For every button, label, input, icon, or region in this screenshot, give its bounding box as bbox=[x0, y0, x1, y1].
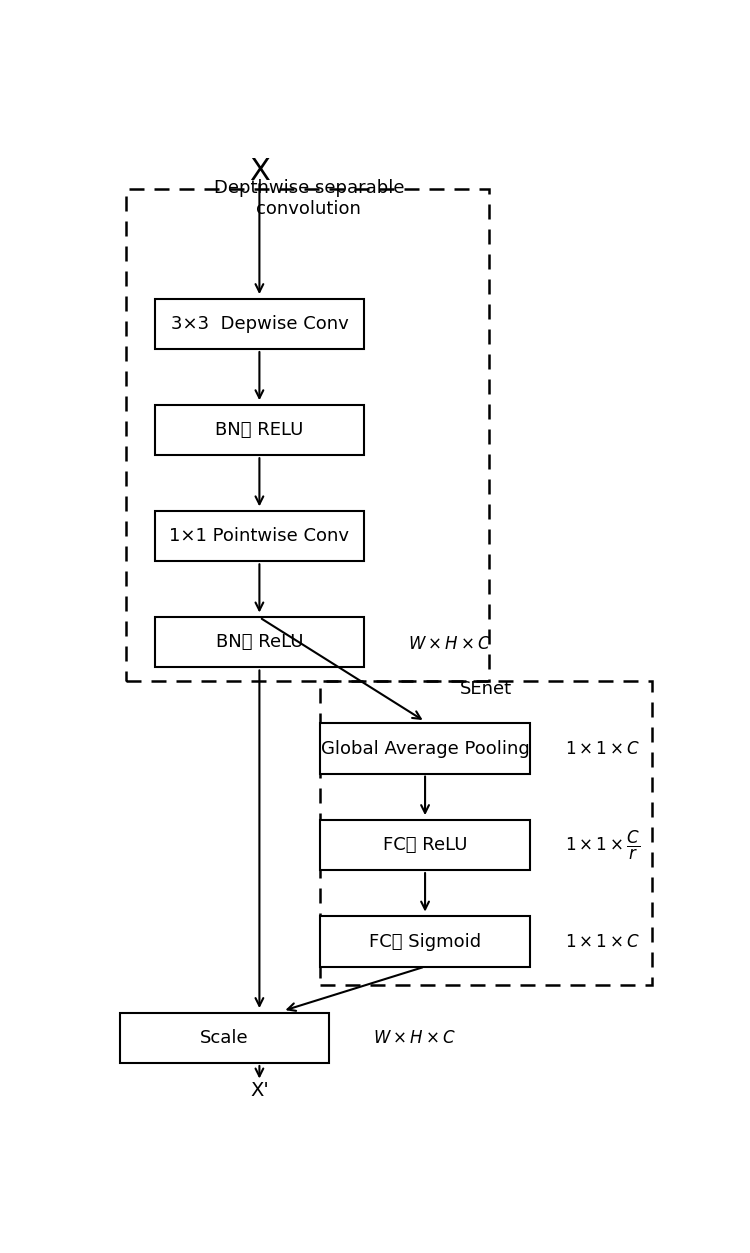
Text: FC， ReLU: FC， ReLU bbox=[382, 836, 467, 855]
Text: $1 \times 1 \times \dfrac{C}{r}$: $1 \times 1 \times \dfrac{C}{r}$ bbox=[565, 828, 640, 862]
Text: SEnet: SEnet bbox=[460, 680, 512, 698]
Bar bbox=[126, 189, 489, 682]
Bar bbox=[320, 819, 530, 870]
Text: 3×3  Depwise Conv: 3×3 Depwise Conv bbox=[170, 315, 348, 333]
Text: $1 \times 1 \times C$: $1 \times 1 \times C$ bbox=[565, 932, 640, 951]
Text: FC， Sigmoid: FC， Sigmoid bbox=[369, 932, 482, 951]
Text: Scale: Scale bbox=[200, 1029, 249, 1048]
Text: $W \times H \times C$: $W \times H \times C$ bbox=[373, 1029, 456, 1048]
Text: 1×1 Pointwise Conv: 1×1 Pointwise Conv bbox=[170, 528, 350, 545]
Text: X: X bbox=[249, 157, 270, 187]
Bar bbox=[154, 511, 364, 561]
Text: Global Average Pooling: Global Average Pooling bbox=[321, 739, 530, 758]
Bar bbox=[320, 723, 530, 773]
Bar bbox=[320, 682, 652, 985]
Text: BN， ReLU: BN， ReLU bbox=[216, 634, 303, 652]
Text: X': X' bbox=[250, 1080, 268, 1100]
Text: Depthwise separable
convolution: Depthwise separable convolution bbox=[214, 179, 404, 218]
Text: BN， RELU: BN， RELU bbox=[215, 421, 304, 439]
Bar bbox=[154, 618, 364, 668]
Bar bbox=[120, 1012, 329, 1063]
Text: $W \times H \times C$: $W \times H \times C$ bbox=[408, 635, 491, 653]
Bar bbox=[320, 916, 530, 966]
Bar bbox=[154, 405, 364, 455]
Text: $1 \times 1 \times C$: $1 \times 1 \times C$ bbox=[565, 739, 640, 758]
Bar bbox=[154, 299, 364, 350]
